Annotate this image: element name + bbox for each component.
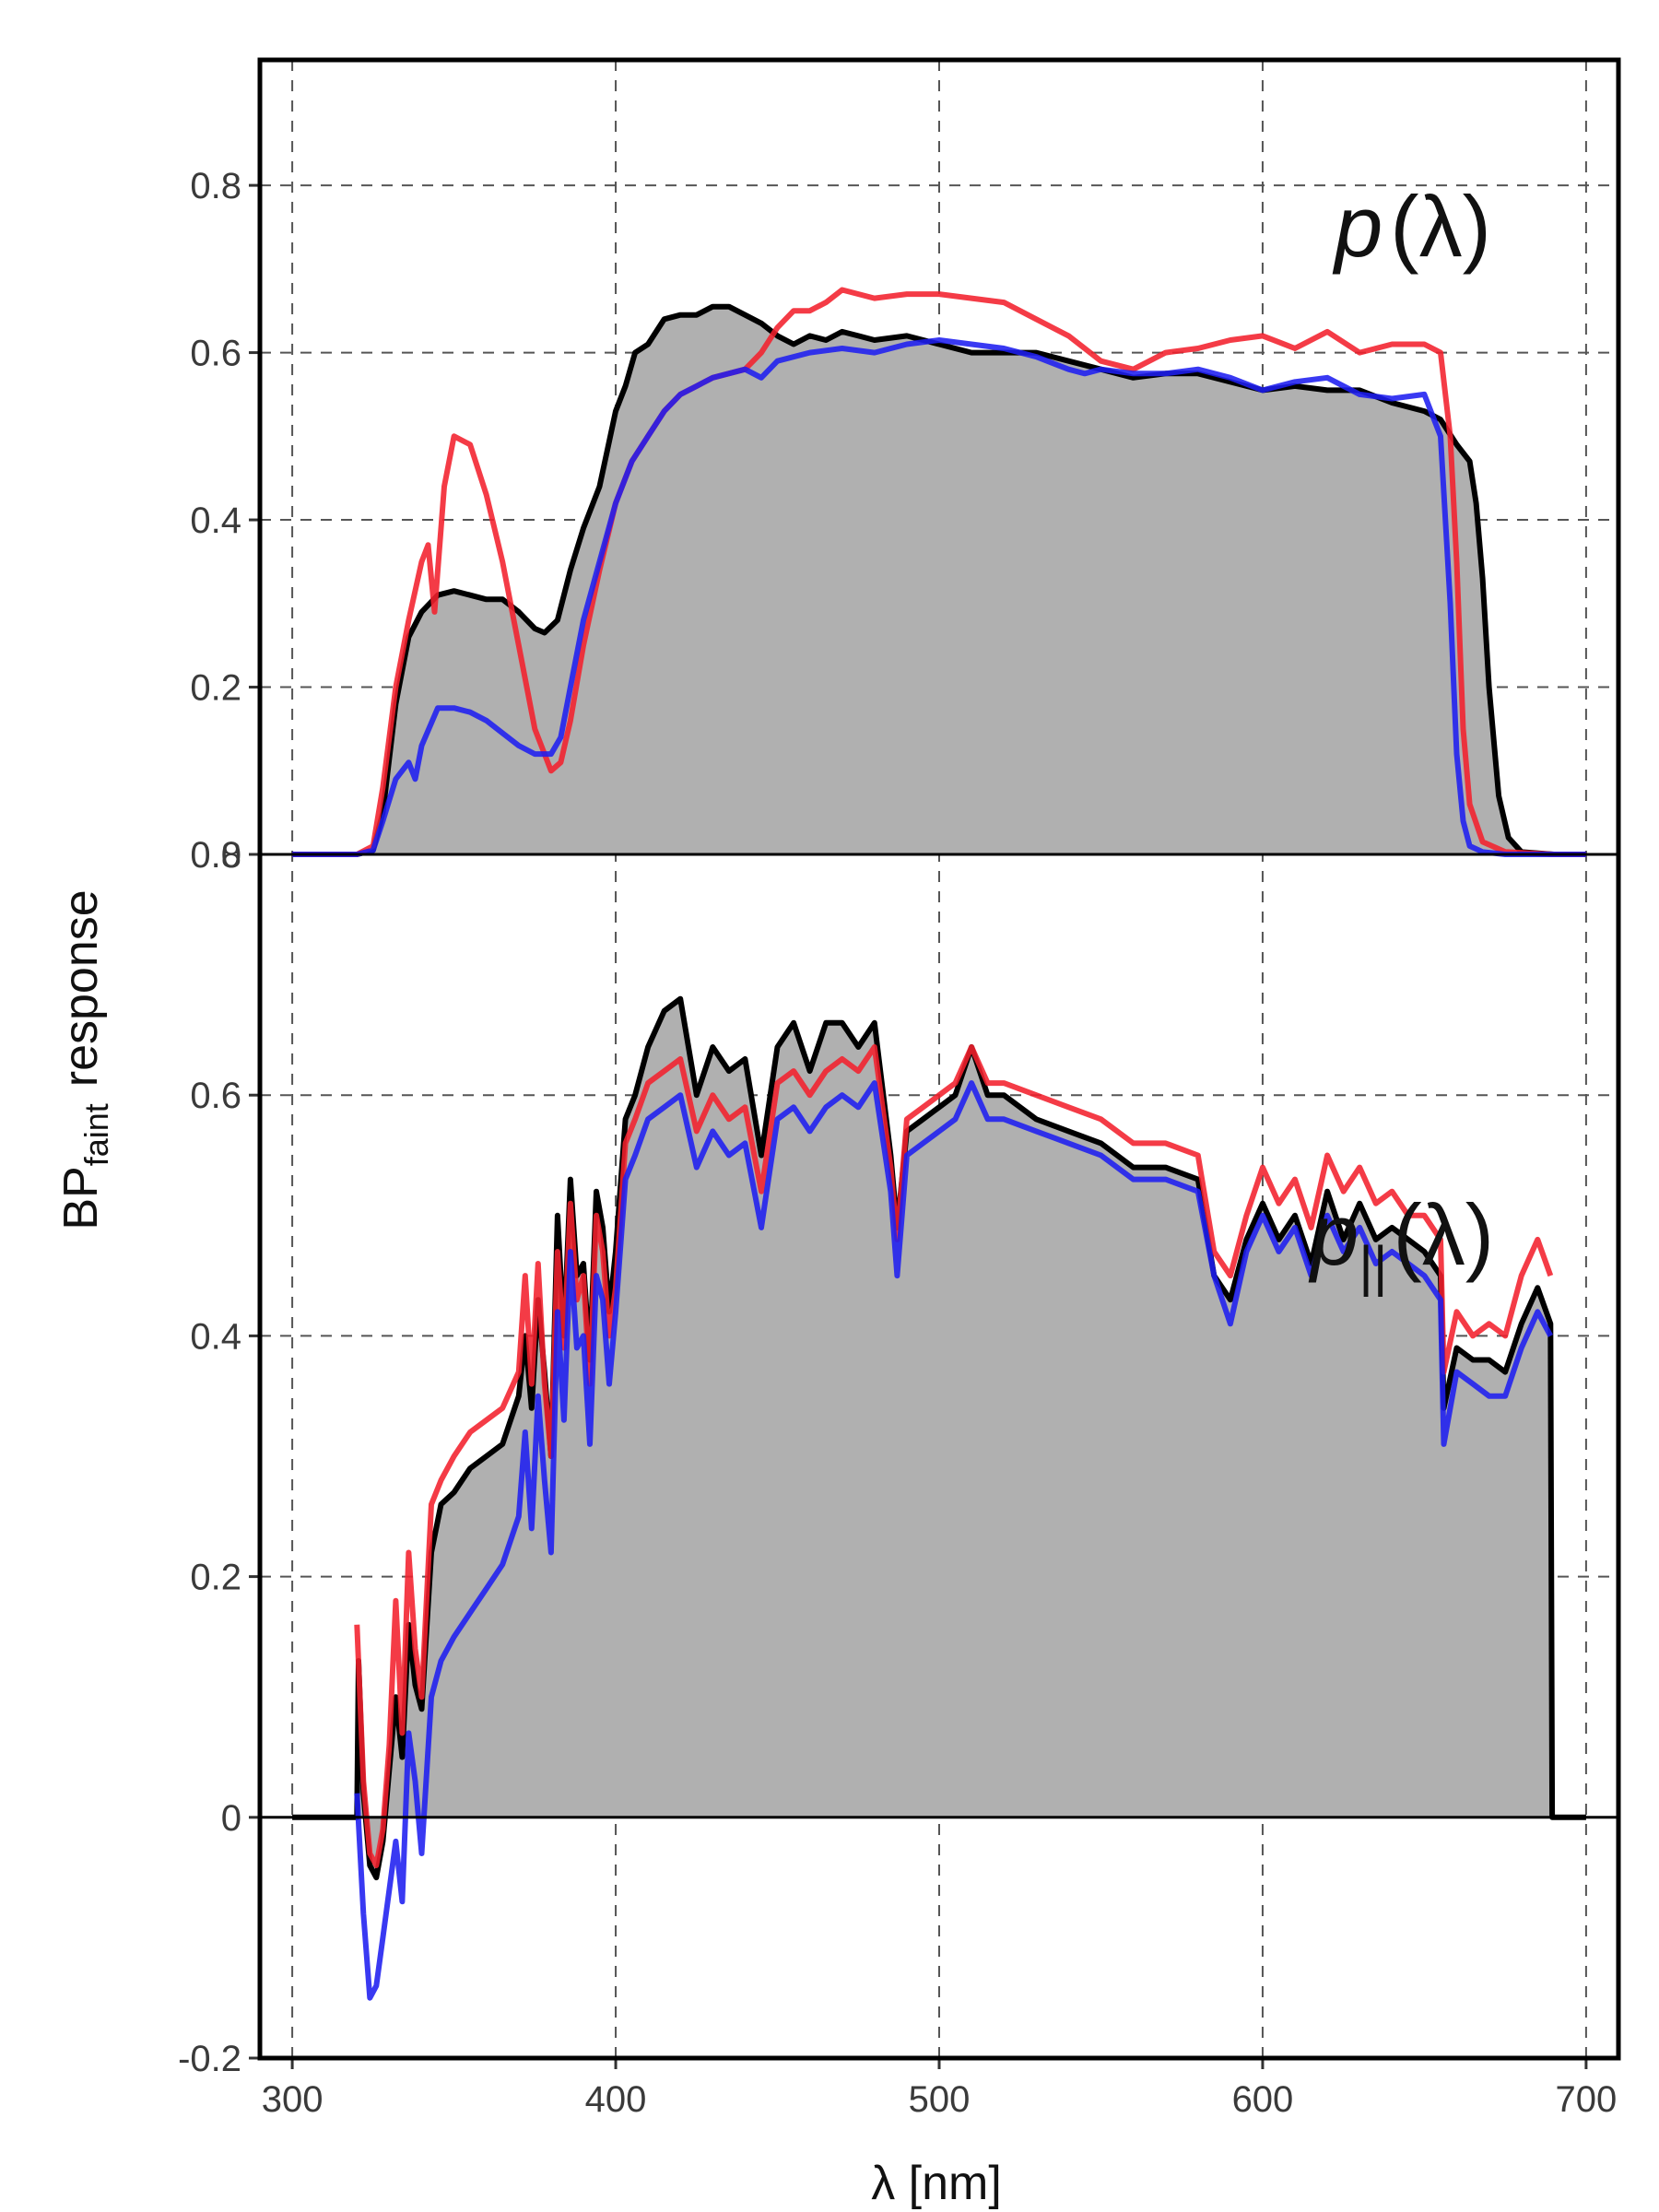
panel-label-top-rest: (λ) — [1390, 178, 1491, 275]
y-axis-title-sub: faint — [77, 1103, 115, 1166]
y-tick-label: 0.4 — [190, 500, 241, 541]
panel-label-bottom-rest: (λ) — [1393, 1186, 1494, 1283]
y-tick-label: 0 — [221, 1798, 241, 1839]
panel-label-bottom-p: p — [1308, 1186, 1359, 1283]
x-tick-label: 600 — [1232, 2079, 1294, 2120]
panel-label-bottom: p||(λ) — [1308, 1186, 1494, 1297]
series-line-red — [354, 1044, 1554, 1868]
series-lines — [292, 287, 1586, 2001]
x-tick-label: 300 — [262, 2079, 324, 2120]
y-tick-label: 0.2 — [190, 1558, 241, 1598]
axes — [249, 57, 1621, 2069]
x-axis-title: λ [nm] — [871, 2157, 1002, 2210]
y-tick-label: -0.2 — [178, 2039, 241, 2079]
series-fill-black — [292, 306, 1586, 854]
y-axis-title: BPfaint response — [54, 889, 115, 1230]
x-tick-label: 700 — [1556, 2079, 1618, 2120]
y-tick-label: 0.8 — [190, 166, 241, 206]
series-line-blue — [292, 337, 1586, 857]
plot-frame — [257, 57, 1621, 2061]
y-tick-label: 0.4 — [190, 1316, 241, 1357]
y-tick-label: 0.6 — [190, 1076, 241, 1116]
series-line-red — [292, 287, 1586, 857]
y-axis-title-rest: response — [54, 889, 108, 1087]
y-tick-label: 0 — [221, 835, 241, 876]
y-tick-label: 0.6 — [190, 334, 241, 374]
panel-label-bottom-sub: || — [1359, 1235, 1387, 1297]
y-tick-label: 0.2 — [190, 668, 241, 709]
x-tick-label: 400 — [585, 2079, 647, 2120]
series-line-blue — [354, 1080, 1553, 2001]
y-tick-label: 0.8 — [190, 835, 241, 876]
y-axis-title-main: BP — [54, 1166, 108, 1230]
series-line-black — [292, 995, 1586, 1881]
panel-label-top: p(λ) — [1332, 178, 1491, 275]
x-tick-label: 500 — [909, 2079, 971, 2120]
panel-label-top-p: p — [1332, 178, 1382, 275]
text-labels: 0 0.2 0.4 0.6 0.8 -0.2 0 0.2 0.4 0.6 0.8 300 400 500 6… — [178, 166, 1617, 2120]
